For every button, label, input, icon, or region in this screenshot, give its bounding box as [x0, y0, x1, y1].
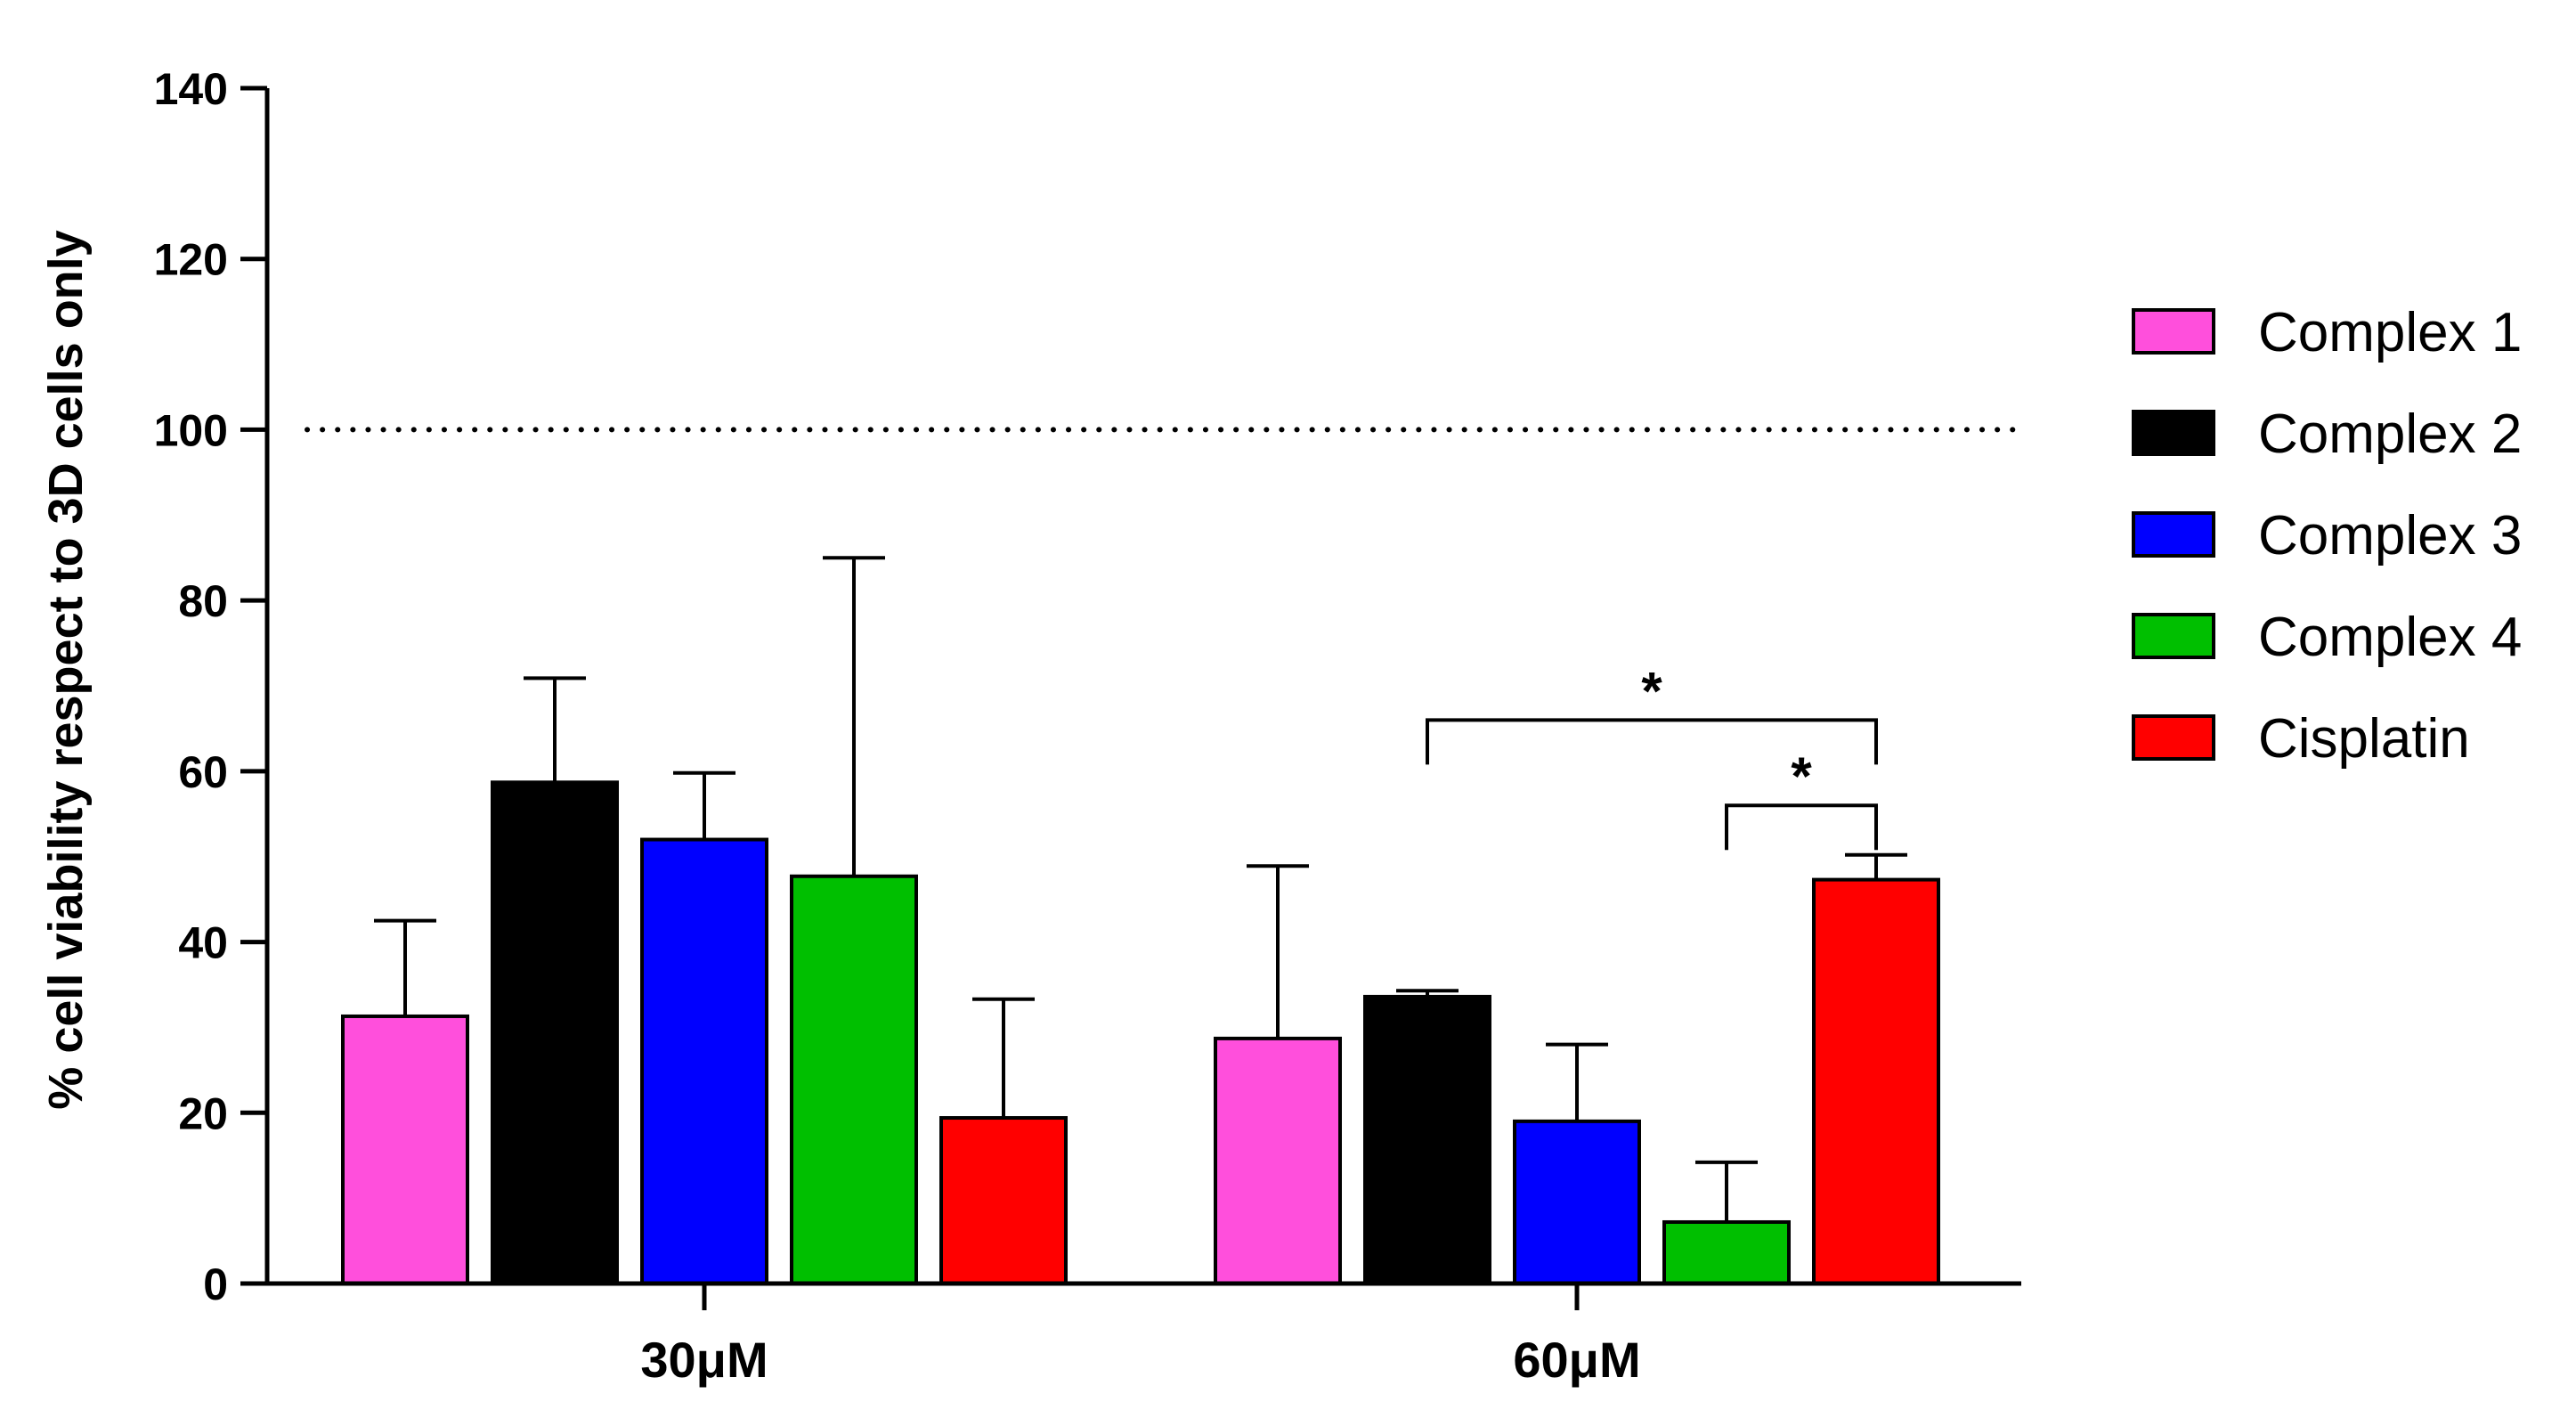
x-tick-label-0: 30μM — [640, 1332, 768, 1388]
bar-cisplatin-0 — [939, 1116, 1068, 1285]
bar-complex-3-0 — [640, 837, 768, 1285]
legend-swatch-complex-1 — [2132, 308, 2215, 355]
bar-complex-2-1 — [1363, 994, 1491, 1286]
y-axis-label: % cell viability respect to 3D cells onl… — [39, 230, 93, 1109]
y-tick-label-140: 140 — [154, 64, 228, 114]
legend-swatch-complex-2 — [2132, 410, 2215, 456]
significance-layer: ** — [1426, 661, 1878, 851]
y-tick-label-0: 0 — [203, 1259, 228, 1309]
error-bars-layer — [374, 556, 1907, 1222]
y-tick-label-60: 60 — [178, 747, 228, 797]
significance-bracket-0 — [1426, 718, 1878, 765]
y-tick-label-20: 20 — [178, 1088, 228, 1138]
y-tick-label-40: 40 — [178, 918, 228, 968]
bar-complex-3-1 — [1513, 1119, 1641, 1286]
significance-label-0: * — [1641, 661, 1662, 721]
y-tick-label-80: 80 — [178, 576, 228, 626]
legend-label-complex-1: Complex 1 — [2258, 302, 2522, 363]
legend-label-complex-3: Complex 3 — [2258, 505, 2522, 567]
axes: 0 20 40 60 80 100 120 140 30μM 60μM — [154, 64, 2021, 1388]
legend: Complex 1 Complex 2 Complex 3 Complex 4 Cisp… — [2132, 302, 2522, 770]
x-tick-label-1: 60μM — [1513, 1332, 1640, 1388]
bar-cisplatin-1 — [1812, 877, 1940, 1285]
y-tick-label-120: 120 — [154, 235, 228, 285]
bar-complex-4-0 — [790, 874, 918, 1285]
legend-swatch-complex-3 — [2132, 511, 2215, 558]
significance-label-1: * — [1791, 746, 1812, 806]
bar-complex-1-1 — [1214, 1036, 1342, 1285]
bars-layer — [341, 780, 1940, 1286]
legend-swatch-cisplatin — [2132, 714, 2215, 761]
y-tick-label-100: 100 — [154, 405, 228, 455]
bar-complex-4-1 — [1662, 1219, 1791, 1286]
legend-label-complex-4: Complex 4 — [2258, 607, 2522, 668]
legend-label-complex-2: Complex 2 — [2258, 403, 2522, 465]
legend-swatch-complex-4 — [2132, 613, 2215, 659]
significance-bracket-1 — [1725, 803, 1878, 851]
bar-complex-2-0 — [491, 780, 619, 1285]
legend-label-cisplatin: Cisplatin — [2258, 708, 2470, 770]
bar-complex-1-0 — [341, 1014, 469, 1286]
